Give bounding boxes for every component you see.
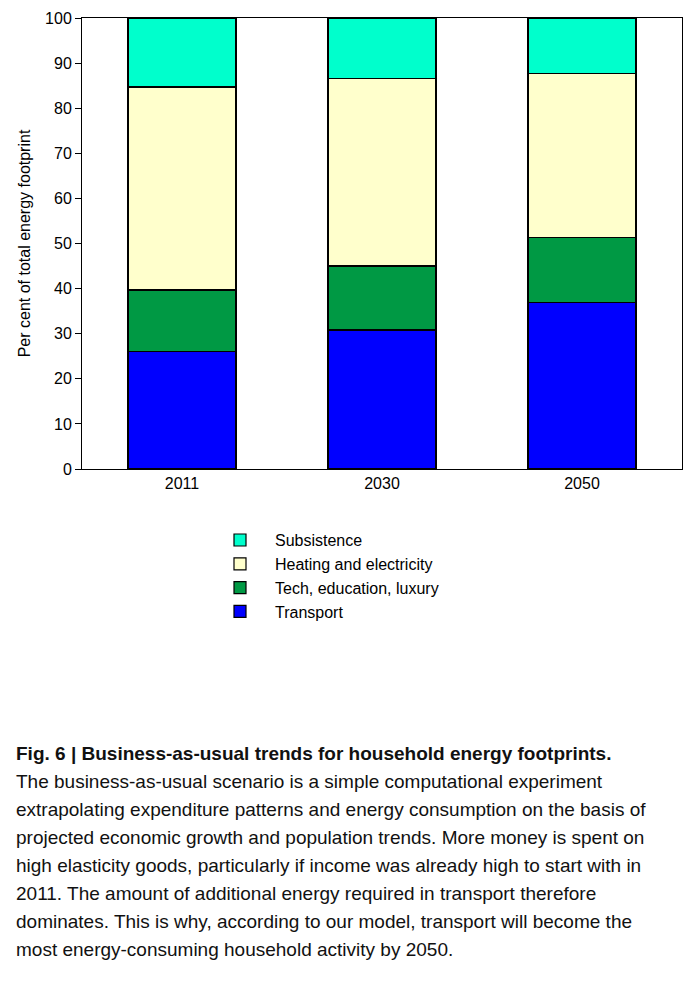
svg-text:10: 10 — [54, 416, 72, 433]
html-text:Fig. 6 | Business-as-usual tre: Fig. 6 | Business-as-usual trends for ho… — [16, 743, 612, 764]
svg-text:40: 40 — [54, 280, 72, 297]
svg-text:50: 50 — [54, 235, 72, 252]
svg-text:70: 70 — [54, 145, 72, 162]
svg-text:90: 90 — [54, 55, 72, 72]
svg-text:2050: 2050 — [564, 475, 600, 492]
html-text:The business-as-usual scenario: The business-as-usual scenario is a simp… — [16, 771, 646, 960]
svg-text:Transport: Transport — [275, 604, 343, 621]
svg-text:2011: 2011 — [165, 475, 200, 492]
svg-text:30: 30 — [54, 325, 72, 342]
svg-text:80: 80 — [54, 100, 72, 117]
svg-text:Tech, education, luxury: Tech, education, luxury — [275, 580, 439, 597]
svg-text:0: 0 — [63, 461, 72, 478]
svg-text:60: 60 — [54, 190, 72, 207]
svg-text:Heating and electricity: Heating and electricity — [275, 556, 432, 573]
svg-text:Per cent of total energy footp: Per cent of total energy footprint — [16, 129, 33, 357]
svg-text:20: 20 — [54, 370, 72, 387]
svg-text:2030: 2030 — [364, 475, 400, 492]
svg-text:100: 100 — [45, 10, 72, 27]
svg-text:Subsistence: Subsistence — [275, 532, 362, 549]
